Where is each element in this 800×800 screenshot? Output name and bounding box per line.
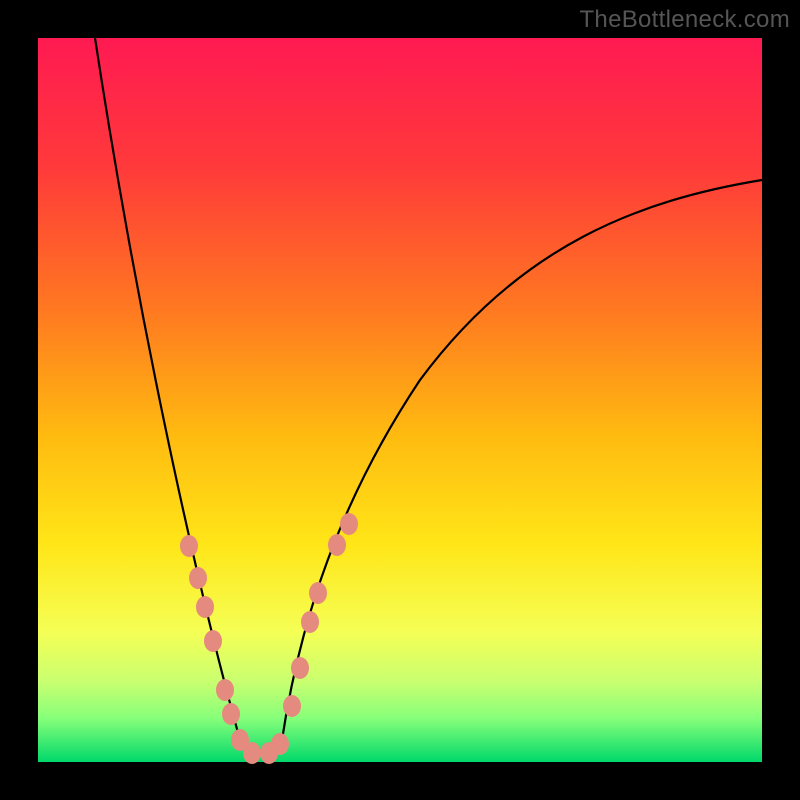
data-dot: [301, 611, 319, 633]
data-dot: [196, 596, 214, 618]
data-dot: [271, 733, 289, 755]
data-dot: [340, 513, 358, 535]
data-dot: [328, 534, 346, 556]
data-dot: [283, 695, 301, 717]
data-dot: [216, 679, 234, 701]
data-dot: [243, 742, 261, 764]
data-dot: [222, 703, 240, 725]
data-dot: [291, 657, 309, 679]
data-dot: [189, 567, 207, 589]
data-dot: [180, 535, 198, 557]
bottleneck-chart: [0, 0, 800, 800]
chart-gradient-bg: [38, 38, 762, 762]
data-dot: [204, 630, 222, 652]
watermark-text: TheBottleneck.com: [579, 6, 790, 34]
data-dot: [309, 582, 327, 604]
